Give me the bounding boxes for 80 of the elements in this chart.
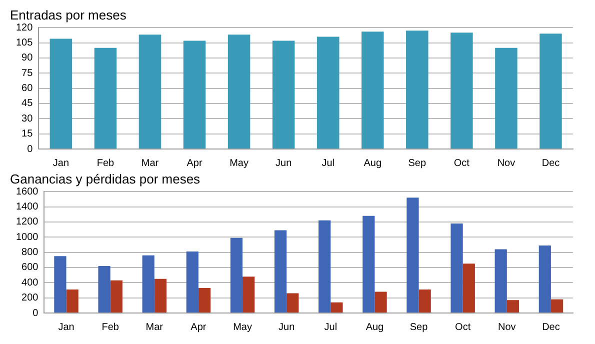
bar: [330, 302, 343, 312]
x-tick-label: Jan: [52, 158, 70, 169]
x-tick-label: Dec: [542, 158, 560, 169]
x-tick-label: Feb: [96, 158, 115, 169]
bar: [406, 30, 428, 148]
bar: [110, 280, 122, 312]
x-tick-label: Apr: [186, 158, 203, 169]
y-tick-label: 45: [22, 98, 34, 110]
x-tick-label: Jul: [324, 322, 338, 333]
x-tick-label: Dec: [542, 322, 560, 333]
y-tick-label: 1400: [16, 202, 39, 213]
x-tick-label: May: [230, 158, 249, 169]
bar: [286, 293, 299, 312]
y-tick-label: 400: [22, 277, 39, 288]
bar: [450, 32, 473, 148]
y-tick-label: 1000: [16, 232, 39, 243]
bar: [272, 40, 295, 148]
y-tick-label: 90: [22, 52, 34, 64]
y-tick-label: 30: [22, 113, 34, 124]
x-tick-label: Mar: [146, 322, 164, 333]
bar: [462, 264, 475, 312]
x-tick-label: Jan: [58, 322, 74, 333]
bar: [98, 266, 110, 312]
bar: [66, 289, 78, 312]
bar: [494, 249, 507, 312]
y-tick-label: 200: [22, 292, 39, 304]
x-tick-label: Oct: [455, 322, 471, 333]
bar: [450, 223, 463, 312]
x-tick-label: Feb: [102, 322, 120, 333]
bar: [154, 278, 167, 312]
bar: [138, 34, 162, 148]
bar: [274, 230, 287, 312]
x-tick-label: Jul: [322, 158, 335, 169]
bar: [198, 288, 211, 312]
x-tick-label: Mar: [141, 158, 160, 169]
y-tick-label: 60: [22, 83, 34, 94]
bar: [362, 32, 384, 148]
bar: [538, 245, 551, 312]
bar: [142, 255, 154, 312]
bar: [362, 216, 375, 312]
bar: [550, 299, 564, 312]
bar: [374, 292, 387, 312]
bar: [506, 300, 520, 312]
bar: [418, 289, 431, 312]
x-tick-label: Jun: [278, 322, 295, 333]
y-tick-label: 120: [16, 22, 34, 34]
x-tick-label: Aug: [366, 322, 384, 333]
chart-title: Entradas por meses: [10, 7, 127, 22]
bar: [316, 36, 340, 148]
bar: [50, 38, 72, 148]
y-tick-label: 800: [22, 247, 39, 258]
bar: [183, 40, 206, 148]
bar: [540, 34, 562, 148]
x-tick-label: Nov: [497, 158, 516, 169]
y-tick-label: 0: [27, 144, 34, 155]
bar: [318, 220, 331, 312]
x-tick-label: Aug: [364, 158, 382, 169]
bar: [406, 198, 419, 312]
x-tick-label: May: [233, 322, 252, 333]
bar: [230, 238, 243, 312]
x-tick-label: Nov: [498, 322, 516, 333]
y-tick-label: 1200: [16, 216, 39, 228]
chart-title: Ganancias y pérdidas por meses: [10, 171, 201, 186]
y-tick-label: 600: [22, 262, 39, 274]
y-tick-label: 15: [22, 128, 34, 140]
bar: [242, 276, 255, 312]
x-tick-label: Sep: [408, 158, 426, 169]
bar: [186, 252, 198, 312]
x-tick-label: Jun: [276, 158, 292, 169]
bar: [54, 256, 66, 312]
y-tick-label: 75: [22, 68, 34, 79]
bar: [495, 48, 518, 148]
x-tick-label: Sep: [410, 322, 428, 333]
y-tick-label: 1600: [16, 186, 39, 198]
x-tick-label: Oct: [454, 158, 470, 169]
y-tick-label: 105: [16, 38, 34, 49]
y-tick-label: 0: [32, 308, 39, 319]
x-tick-label: Apr: [190, 322, 207, 333]
bar: [94, 48, 117, 148]
bar: [228, 34, 250, 148]
